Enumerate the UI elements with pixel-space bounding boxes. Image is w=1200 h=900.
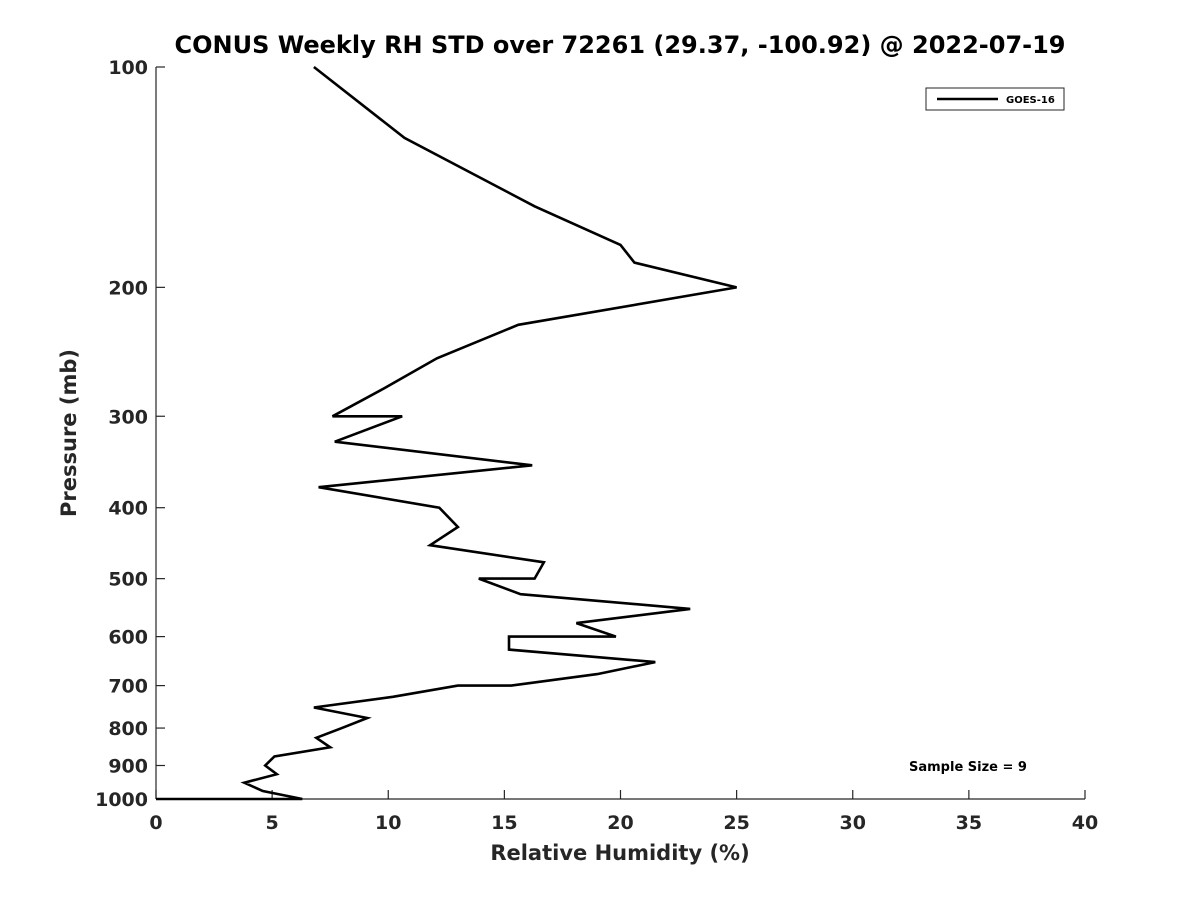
x-tick-label: 0 xyxy=(149,812,162,834)
x-tick-label: 10 xyxy=(375,812,401,834)
legend: GOES-16 xyxy=(925,87,1065,111)
y-tick-label: 300 xyxy=(108,406,148,428)
x-tick-label: 5 xyxy=(266,812,279,834)
y-ticks: 100 200 300 400 500 600 700 800 900 1000 xyxy=(95,57,165,811)
x-axis-label: Relative Humidity (%) xyxy=(490,841,749,865)
series-layer xyxy=(156,65,737,801)
y-tick-label: 400 xyxy=(108,498,148,520)
x-ticks: 0 5 10 15 20 25 30 35 40 xyxy=(149,790,1098,834)
y-tick-label: 200 xyxy=(108,277,148,299)
x-tick-label: 35 xyxy=(956,812,982,834)
plot-axes xyxy=(155,67,1085,800)
chart-title: CONUS Weekly RH STD over 72261 (29.37, -… xyxy=(174,31,1065,59)
y-axis-label: Pressure (mb) xyxy=(57,349,81,517)
x-tick-label: 20 xyxy=(607,812,633,834)
x-tick-label: 30 xyxy=(840,812,866,834)
y-tick-label: 800 xyxy=(108,718,148,740)
y-tick-label: 700 xyxy=(108,676,148,698)
sample-size-annotation: Sample Size = 9 xyxy=(909,760,1027,775)
legend-label-goes-16: GOES-16 xyxy=(1006,95,1055,106)
series-line-goes-16 xyxy=(156,65,737,801)
y-tick-label: 1000 xyxy=(95,789,148,811)
x-tick-label: 15 xyxy=(491,812,517,834)
y-tick-label: 100 xyxy=(108,57,148,79)
y-tick-label: 500 xyxy=(108,569,148,591)
y-tick-label: 600 xyxy=(108,627,148,649)
y-tick-label: 900 xyxy=(108,756,148,778)
x-tick-label: 25 xyxy=(723,812,749,834)
x-tick-label: 40 xyxy=(1072,812,1098,834)
